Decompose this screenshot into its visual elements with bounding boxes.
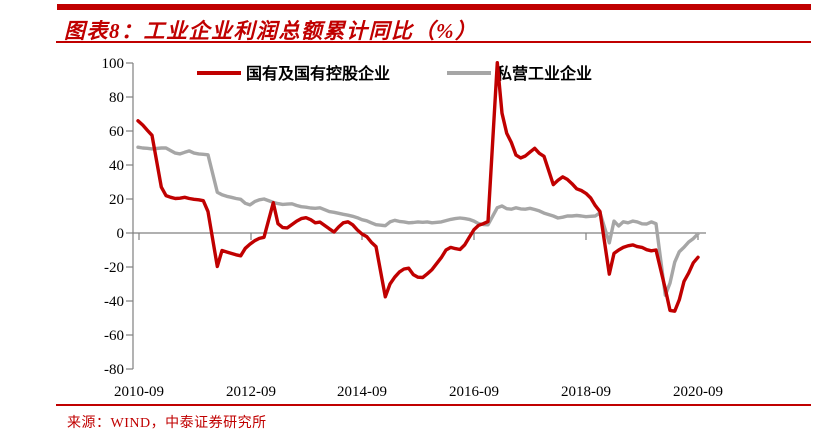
x-tick-label: 2016-09 (449, 384, 499, 400)
x-tick-label: 2020-09 (673, 384, 723, 400)
chart-title: 图表8：工业企业利润总额累计同比（%） (64, 19, 478, 43)
x-tick-label: 2010-09 (114, 384, 164, 400)
series-line-soe (136, 61, 700, 313)
y-tick-label: -60 (104, 328, 124, 344)
y-tick-label: 60 (109, 124, 124, 140)
y-tick-label: 40 (109, 158, 124, 174)
series-line-private (136, 145, 700, 297)
source-note: 来源：WIND，中泰证券研究所 (67, 416, 267, 431)
y-tick-label: -20 (104, 260, 124, 276)
footer-divider-line (56, 404, 811, 406)
y-tick-label: 100 (102, 56, 125, 72)
y-tick-label: -80 (104, 362, 124, 378)
legend-label-soe: 国有及国有控股企业 (246, 64, 390, 83)
legend-label-private: 私营工业企业 (496, 64, 592, 83)
y-tick-label: 80 (109, 90, 124, 106)
x-tick-label: 2018-09 (561, 384, 611, 400)
x-tick-label: 2014-09 (337, 384, 387, 400)
title-divider-line (56, 41, 811, 43)
x-tick-label: 2012-09 (226, 384, 276, 400)
top-red-bar (57, 4, 811, 10)
y-tick-label: 20 (109, 192, 124, 208)
y-tick-label: -40 (104, 294, 124, 310)
y-tick-label: 0 (117, 226, 125, 242)
